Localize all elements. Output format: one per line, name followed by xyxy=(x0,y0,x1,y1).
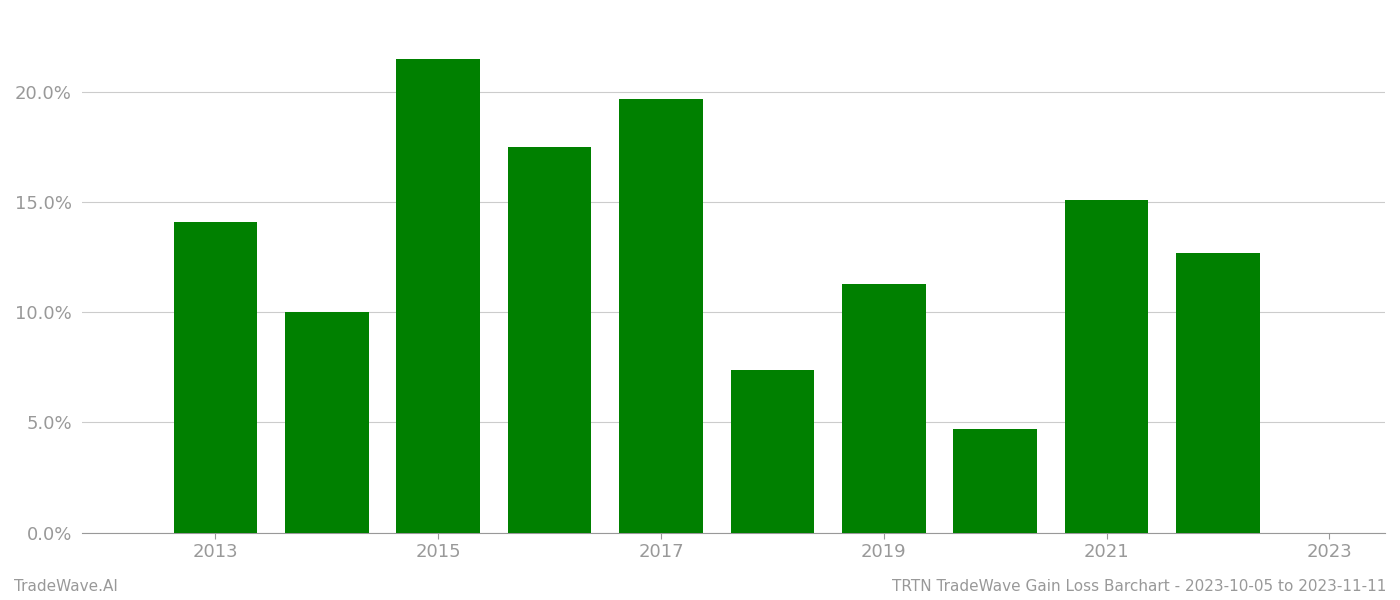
Bar xyxy=(508,147,591,533)
Text: TradeWave.AI: TradeWave.AI xyxy=(14,579,118,594)
Bar xyxy=(731,370,815,533)
Bar xyxy=(953,429,1037,533)
Bar xyxy=(1065,200,1148,533)
Bar xyxy=(619,98,703,533)
Bar xyxy=(286,313,368,533)
Bar xyxy=(396,59,480,533)
Text: TRTN TradeWave Gain Loss Barchart - 2023-10-05 to 2023-11-11: TRTN TradeWave Gain Loss Barchart - 2023… xyxy=(892,579,1386,594)
Bar xyxy=(1176,253,1260,533)
Bar xyxy=(174,222,258,533)
Bar xyxy=(841,284,925,533)
